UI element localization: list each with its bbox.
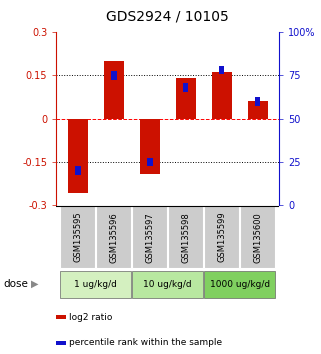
Bar	[56, 315, 65, 319]
FancyBboxPatch shape	[60, 270, 131, 298]
Text: GSM135599: GSM135599	[217, 212, 226, 263]
Text: GDS2924 / 10105: GDS2924 / 10105	[106, 9, 229, 23]
FancyBboxPatch shape	[204, 206, 239, 268]
Text: dose: dose	[3, 279, 28, 289]
FancyBboxPatch shape	[132, 206, 167, 268]
Text: log2 ratio: log2 ratio	[69, 313, 112, 321]
Bar	[104, 61, 124, 119]
Bar	[68, 119, 88, 193]
Text: 1 ug/kg/d: 1 ug/kg/d	[74, 280, 117, 289]
FancyBboxPatch shape	[132, 270, 203, 298]
Bar	[255, 97, 260, 105]
FancyBboxPatch shape	[168, 206, 203, 268]
Text: 10 ug/kg/d: 10 ug/kg/d	[143, 280, 192, 289]
Text: GSM135596: GSM135596	[109, 212, 118, 263]
FancyBboxPatch shape	[240, 206, 275, 268]
Text: percentile rank within the sample: percentile rank within the sample	[69, 338, 222, 347]
Bar	[248, 101, 268, 119]
Bar	[140, 119, 160, 173]
Bar	[212, 72, 231, 119]
Bar	[56, 341, 65, 344]
Text: GSM135595: GSM135595	[73, 212, 82, 263]
FancyBboxPatch shape	[60, 206, 95, 268]
Text: GSM135600: GSM135600	[253, 212, 262, 263]
Bar	[111, 71, 117, 80]
Text: 1000 ug/kg/d: 1000 ug/kg/d	[210, 280, 270, 289]
Bar	[183, 83, 188, 92]
Text: GSM135598: GSM135598	[181, 212, 190, 263]
FancyBboxPatch shape	[204, 270, 275, 298]
Bar	[75, 166, 81, 175]
Bar	[219, 66, 224, 74]
Bar	[147, 158, 152, 166]
Bar	[176, 78, 195, 119]
Text: ▶: ▶	[30, 279, 38, 289]
Text: GSM135597: GSM135597	[145, 212, 154, 263]
FancyBboxPatch shape	[96, 206, 131, 268]
